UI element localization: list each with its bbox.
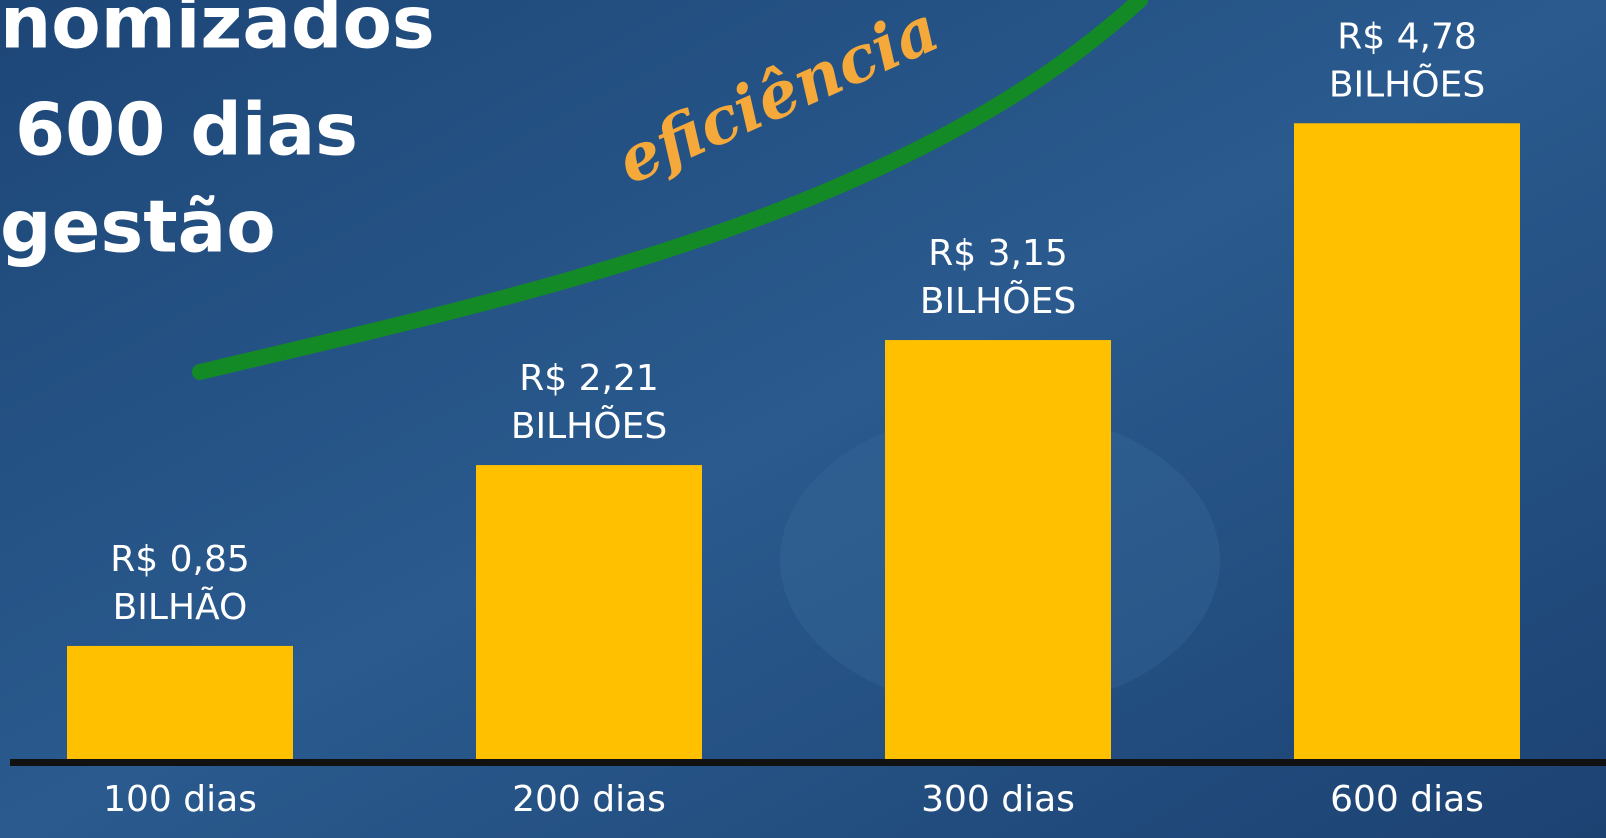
bar bbox=[1294, 123, 1520, 759]
bar bbox=[476, 465, 702, 759]
baseline bbox=[10, 759, 1606, 766]
unit-label: BILHÕES bbox=[1329, 63, 1485, 105]
bar bbox=[885, 340, 1111, 759]
page: eficiência nomizados600 diasgestão R$ 0,… bbox=[0, 0, 1606, 838]
title-line: nomizados bbox=[0, 0, 435, 65]
value-label: R$ 3,15 bbox=[928, 233, 1068, 274]
unit-label: BILHÕES bbox=[511, 405, 667, 447]
x-tick-label: 200 dias bbox=[512, 779, 666, 820]
value-label: R$ 2,21 bbox=[519, 358, 659, 399]
x-tick-label: 300 dias bbox=[921, 779, 1075, 820]
x-tick-label: 600 dias bbox=[1330, 779, 1484, 820]
unit-label: BILHÃO bbox=[113, 586, 248, 628]
x-tick-label: 100 dias bbox=[103, 779, 257, 820]
unit-label: BILHÕES bbox=[920, 280, 1076, 322]
value-label: R$ 0,85 bbox=[110, 539, 250, 580]
value-label: R$ 4,78 bbox=[1337, 16, 1477, 57]
bar bbox=[67, 646, 293, 759]
title-line: 600 dias bbox=[15, 88, 358, 172]
title-line: gestão bbox=[0, 185, 276, 269]
chart: eficiência nomizados600 diasgestão R$ 0,… bbox=[0, 0, 1606, 838]
